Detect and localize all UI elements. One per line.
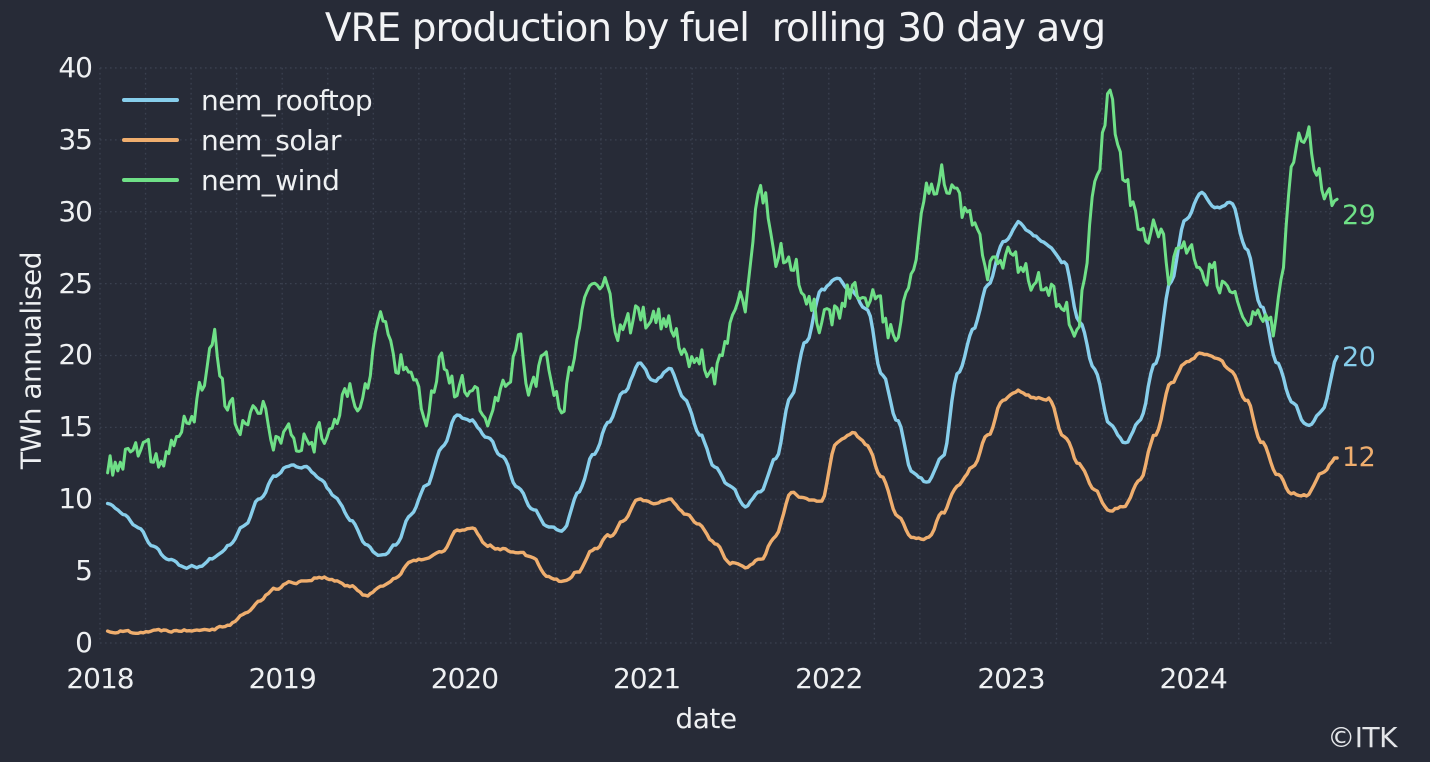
- y-tick-40: 40: [58, 50, 93, 84]
- legend-label-nem_wind: nem_wind: [201, 163, 340, 197]
- end-label-20: 20: [1342, 342, 1376, 374]
- y-tick-30: 30: [58, 194, 93, 228]
- watermark: ©ITK: [1327, 721, 1397, 754]
- legend-swatch-nem_solar: [122, 138, 179, 142]
- x-tick-2024: 2024: [1159, 662, 1228, 695]
- y-tick-25: 25: [58, 266, 93, 300]
- series-line-nem_solar: [105, 351, 1339, 635]
- y-tick-5: 5: [75, 554, 93, 588]
- end-label-29: 29: [1342, 200, 1376, 232]
- legend-swatch-nem_wind: [122, 178, 179, 182]
- legend-row-nem_solar: nem_solar: [122, 120, 372, 160]
- series-line-nem_wind: [106, 88, 1339, 477]
- legend-label-nem_solar: nem_solar: [201, 123, 341, 157]
- x-tick-2023: 2023: [977, 662, 1045, 695]
- legend-row-nem_rooftop: nem_rooftop: [122, 80, 373, 120]
- end-label-12: 12: [1342, 441, 1376, 473]
- x-tick-2022: 2022: [795, 662, 863, 695]
- x-tick-2020: 2020: [430, 662, 499, 695]
- x-tick-2019: 2019: [248, 662, 317, 695]
- legend-swatch-nem_rooftop: [122, 98, 179, 102]
- x-axis-label: date: [675, 702, 737, 735]
- legend-row-nem_wind: nem_wind: [122, 160, 372, 200]
- y-tick-20: 20: [58, 338, 93, 372]
- series-line-nem_rooftop: [105, 190, 1339, 570]
- y-tick-10: 10: [58, 482, 93, 516]
- chart-title: VRE production by fuel rolling 30 day av…: [324, 6, 1106, 51]
- y-tick-35: 35: [58, 122, 93, 156]
- x-tick-2018: 2018: [66, 662, 134, 695]
- y-tick-15: 15: [58, 410, 93, 444]
- legend-label-nem_rooftop: nem_rooftop: [201, 83, 373, 117]
- legend: nem_rooftop nem_solar nem_wind: [122, 80, 373, 200]
- x-tick-2021: 2021: [612, 662, 681, 695]
- y-tick-0: 0: [75, 626, 93, 659]
